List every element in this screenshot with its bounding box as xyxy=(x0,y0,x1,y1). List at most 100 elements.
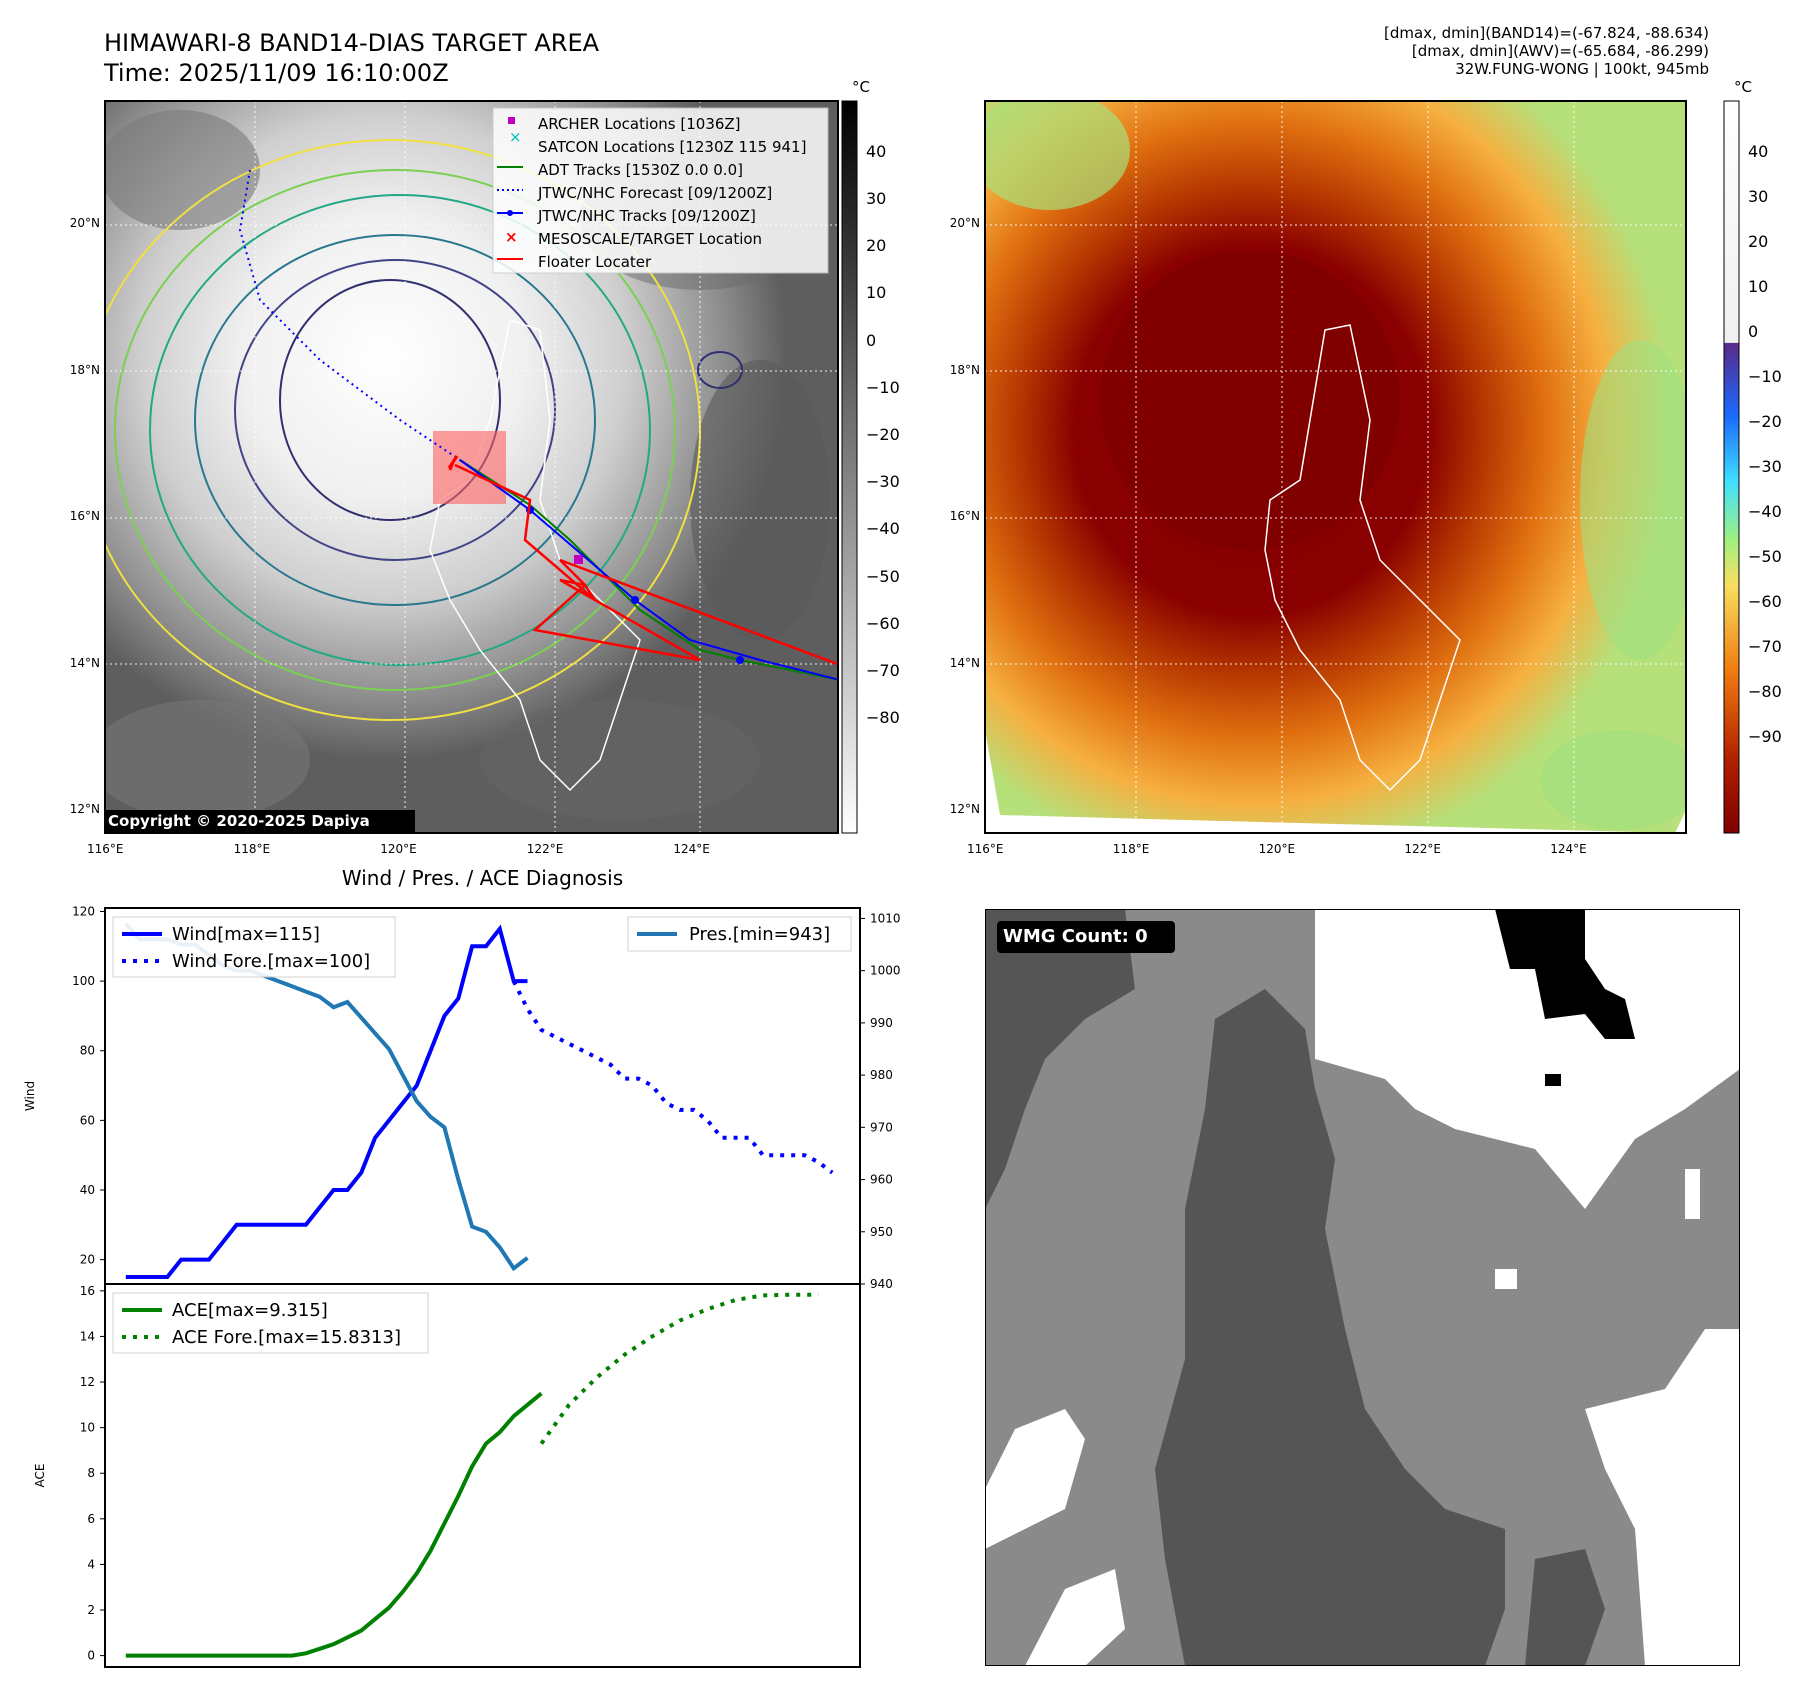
tick-label: −20 xyxy=(1748,411,1782,431)
tick-label: −60 xyxy=(866,613,900,633)
wind-axis-label: Wind xyxy=(23,1081,37,1111)
tick-label: 18°N xyxy=(69,362,100,377)
wind-legend-box xyxy=(112,916,396,978)
tick-label: 20°N xyxy=(69,216,100,231)
info-line-awv: [dmax, dmin](AWV)=(-65.684, -86.299) xyxy=(1411,42,1709,60)
tick-label: −20 xyxy=(866,425,900,445)
pressure-tick-label: 990 xyxy=(870,1016,893,1030)
tick-label: 116°E xyxy=(87,842,124,856)
tick-label: 40 xyxy=(866,141,887,161)
ir-colorbar-ticks: 40 30 20 10 0 −10 −20 −30 −40 −50 −60 −70 −80 xyxy=(866,101,906,833)
tick-label: 118°E xyxy=(233,842,271,856)
diagnosis-title: Wind / Pres. / ACE Diagnosis xyxy=(341,866,624,890)
tick-label: −80 xyxy=(1748,681,1782,701)
ir-colorbar xyxy=(841,100,858,834)
ace-tick-label: 8 xyxy=(87,1466,95,1480)
wind-line xyxy=(125,924,528,1279)
ir-colorbar-unit: °C xyxy=(852,78,870,96)
tick-label: 20°N xyxy=(949,216,980,231)
wind-forecast-legend-label: Wind Fore.[max=100] xyxy=(172,951,370,972)
info-line-storm: 32W.FUNG-WONG | 100kt, 945mb xyxy=(1455,60,1709,78)
ace-tick-label: 6 xyxy=(87,1512,95,1526)
ir-legend-labels: ARCHER Locations [1036Z] SATCON Location… xyxy=(538,113,806,274)
tick-label: 30 xyxy=(866,188,887,208)
svg-text:×: × xyxy=(505,228,518,246)
legend-jtwc-forecast: JTWC/NHC Forecast [09/1200Z] xyxy=(538,184,773,202)
tick-label: 116°E xyxy=(967,842,1004,856)
tick-label: −70 xyxy=(866,661,900,681)
ace-legend-box xyxy=(112,1292,429,1354)
ace-tick-label: 4 xyxy=(87,1557,95,1571)
wind-tick-label: 20 xyxy=(80,1253,95,1267)
tick-label: −30 xyxy=(1748,456,1782,476)
tick-label: −90 xyxy=(1748,727,1782,746)
tick-label: 12°N xyxy=(69,802,100,817)
wmg-panel xyxy=(985,909,1740,1666)
awv-lat-labels: 20°N 18°N 16°N 14°N 12°N xyxy=(930,101,980,833)
ace-tick-label: 10 xyxy=(80,1421,95,1435)
tick-label: 30 xyxy=(1748,186,1769,206)
legend-satcon: SATCON Locations [1230Z 115 941] xyxy=(538,138,807,156)
tick-label: 10 xyxy=(1748,276,1769,296)
title-line-1: HIMAWARI-8 BAND14-DIAS TARGET AREA xyxy=(104,29,600,57)
legend-floater: Floater Locater xyxy=(538,253,652,271)
tick-label: 124°E xyxy=(1550,842,1587,856)
tick-label: 10 xyxy=(866,283,887,303)
tick-label: 0 xyxy=(866,330,877,350)
ace-forecast-line xyxy=(539,1292,819,1445)
storm-info: [dmax, dmin](BAND14)=(-67.824, -88.634) … xyxy=(1384,24,1709,78)
ir-map-legend: × × xyxy=(492,107,829,274)
tick-label: 118°E xyxy=(1112,842,1150,856)
copyright-label: Copyright © 2020-2025 Dapiya xyxy=(108,812,370,830)
wind-tick-label: 100 xyxy=(72,974,95,988)
ace-legend-label: ACE[max=9.315] xyxy=(172,1300,328,1321)
wind-tick-label: 40 xyxy=(80,1183,95,1197)
title-line-2: Time: 2025/11/09 16:10:00Z xyxy=(104,59,449,87)
tick-label: −80 xyxy=(866,708,900,728)
wind-tick-label: 80 xyxy=(80,1044,95,1058)
wind-tick-label: 120 xyxy=(72,904,95,918)
pressure-tick-label: 980 xyxy=(870,1068,893,1082)
tick-label: 20 xyxy=(1748,231,1769,251)
pressure-tick-label: 950 xyxy=(870,1225,893,1239)
awv-colorbar-ticks: 40 30 20 10 0 −10 −20 −30 −40 −50 −60 −70 −80 −90 xyxy=(1748,101,1788,833)
tick-label: −60 xyxy=(1748,591,1782,611)
ir-lat-labels: 20°N 18°N 16°N 14°N 12°N xyxy=(50,101,100,833)
wind-forecast-line xyxy=(511,980,834,1175)
info-line-band14: [dmax, dmin](BAND14)=(-67.824, -88.634) xyxy=(1384,24,1709,42)
tick-label: −40 xyxy=(866,519,900,539)
legend-adt: ADT Tracks [1530Z 0.0 0.0] xyxy=(538,161,743,179)
pressure-tick-label: 1010 xyxy=(870,911,900,925)
awv-colorbar-unit: °C xyxy=(1734,78,1752,96)
ir-lon-labels: 116°E 118°E 120°E 122°E 124°E xyxy=(87,842,838,862)
tick-label: 40 xyxy=(1748,141,1769,161)
wmg-count-label: WMG Count: 0 xyxy=(1003,926,1148,947)
ace-tick-label: 14 xyxy=(80,1329,95,1343)
tick-label: −50 xyxy=(866,566,900,586)
legend-jtwc-tracks: JTWC/NHC Tracks [09/1200Z] xyxy=(538,207,756,225)
tick-label: 14°N xyxy=(69,655,100,670)
wind-tick-label: 60 xyxy=(80,1113,95,1127)
tick-label: 16°N xyxy=(949,509,980,524)
tick-label: 122°E xyxy=(1404,842,1441,856)
pressure-tick-label: 970 xyxy=(870,1120,893,1134)
tick-label: 124°E xyxy=(673,842,710,856)
tick-label: 18°N xyxy=(949,362,980,377)
ace-tick-label: 12 xyxy=(80,1375,95,1389)
tick-label: 14°N xyxy=(949,655,980,670)
tick-label: 20 xyxy=(866,236,887,256)
svg-text:×: × xyxy=(509,128,522,146)
wind-legend-label: Wind[max=115] xyxy=(172,924,320,945)
legend-archer: ARCHER Locations [1036Z] xyxy=(538,115,741,133)
tick-label: 122°E xyxy=(526,842,564,856)
tick-label: 12°N xyxy=(949,802,980,817)
tick-label: 16°N xyxy=(69,509,100,524)
ace-tick-label: 2 xyxy=(87,1603,95,1617)
pressure-legend-label: Pres.[min=943] xyxy=(689,924,830,945)
tick-label: −40 xyxy=(1748,501,1782,521)
pressure-tick-label: 1000 xyxy=(870,964,900,978)
ace-frame xyxy=(104,1283,861,1668)
ace-line xyxy=(125,1391,543,1658)
tick-label: 120°E xyxy=(380,842,417,856)
tick-label: 0 xyxy=(1748,321,1759,341)
